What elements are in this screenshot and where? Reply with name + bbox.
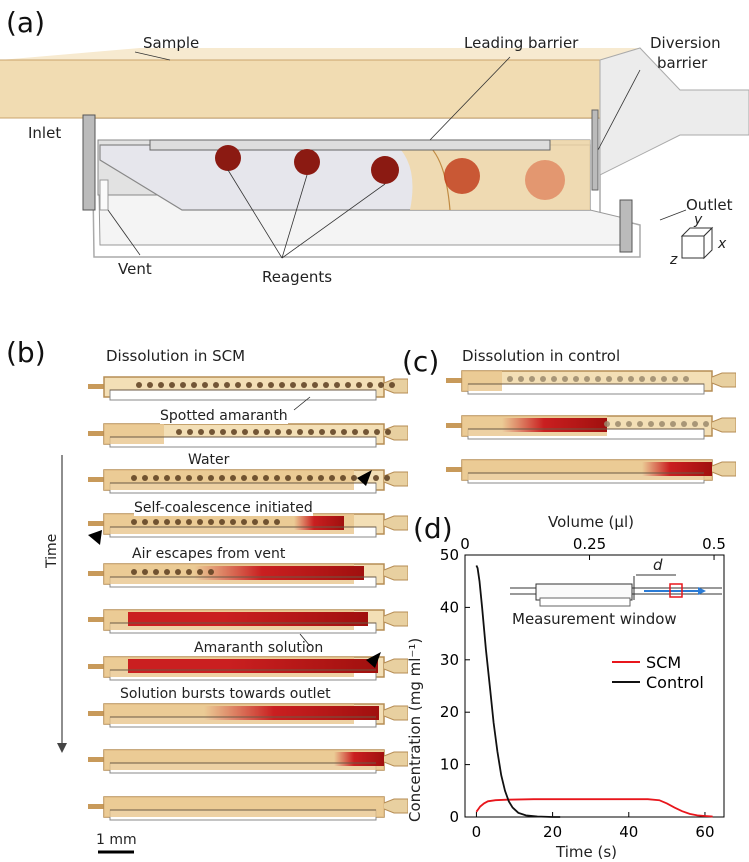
y-tick-label: 20 [440, 703, 459, 721]
annot-bursts: Solution bursts towards outlet [120, 686, 331, 702]
annot-water: Water [188, 452, 230, 468]
axis-x-label: x [718, 236, 727, 252]
label-outlet: Outlet [686, 196, 733, 214]
scm-strip-9 [88, 749, 408, 774]
label-diversion-2: barrier [657, 54, 708, 72]
panel-b-tag: (b) [6, 336, 46, 369]
x-tick-label: 20 [543, 823, 562, 841]
label-leading-barrier: Leading barrier [464, 34, 579, 52]
scm-strip-1 [88, 376, 408, 401]
control-strip-1 [446, 370, 736, 395]
legend-label-scm: SCM [646, 653, 681, 672]
series-line-control [475, 565, 561, 818]
label-diversion-1: Diversion [650, 34, 721, 52]
panel-c-tag: (c) [402, 345, 440, 378]
x-tick-label: 60 [695, 823, 714, 841]
series-line-scm [475, 798, 713, 818]
scm-strip-10 [88, 796, 408, 821]
y-axis-label: Concentration (mg ml⁻¹) [406, 637, 424, 822]
top-tick-label: 0.25 [573, 535, 606, 553]
measurement-window-marker [669, 583, 683, 598]
legend-label-control: Control [646, 673, 704, 692]
label-vent: Vent [118, 260, 152, 278]
scm-strip-2 [88, 423, 408, 448]
scm-strip-8 [88, 703, 408, 728]
inset-d-label: d [653, 556, 663, 574]
x-axis-label: Time (s) [556, 843, 617, 861]
scm-strip-4 [88, 513, 408, 538]
panel-d-tag: (d) [413, 512, 453, 545]
axis-z-label: z [670, 252, 678, 268]
scm-strip-7 [88, 656, 408, 681]
annot-self-coalescence: Self-coalescence initiated [134, 500, 313, 516]
measurement-inset [510, 574, 722, 608]
annot-spotted: Spotted amaranth [160, 408, 288, 424]
x-tick-label: 40 [619, 823, 638, 841]
label-reagents: Reagents [262, 268, 333, 286]
scm-strip-5 [88, 563, 408, 588]
top-tick-label: 0.5 [702, 535, 726, 553]
y-tick-label: 0 [449, 808, 459, 826]
label-sample: Sample [143, 34, 200, 52]
top-axis-label: Volume (µl) [548, 513, 634, 531]
plot-frame [464, 554, 725, 818]
axis-y-label: y [694, 212, 703, 228]
scm-strip-6 [88, 609, 408, 634]
inset-measurement-window: Measurement window [512, 610, 677, 628]
panel-c-title: Dissolution in control [462, 347, 621, 365]
control-strip-3 [446, 459, 736, 484]
top-tick-label: 0 [460, 535, 470, 553]
scm-strip-3 [88, 469, 408, 494]
panel-b-title: Dissolution in SCM [106, 347, 246, 365]
label-inlet: Inlet [28, 124, 62, 142]
y-tick-label: 50 [440, 546, 459, 564]
scale-bar-label: 1 mm [96, 832, 137, 848]
panel-a-tag: (a) [6, 6, 46, 39]
annot-air-escapes: Air escapes from vent [132, 546, 286, 562]
control-strip-2 [446, 415, 736, 440]
annot-amaranth-solution: Amaranth solution [194, 640, 324, 656]
y-tick-label: 40 [440, 598, 459, 616]
y-tick-label: 30 [440, 651, 459, 669]
device-schematic [0, 47, 749, 260]
y-tick-label: 10 [440, 756, 459, 774]
x-tick-label: 0 [472, 823, 482, 841]
axes-cube-icon [680, 226, 714, 260]
